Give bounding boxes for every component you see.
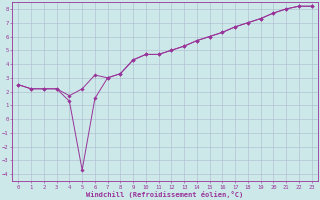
X-axis label: Windchill (Refroidissement éolien,°C): Windchill (Refroidissement éolien,°C) xyxy=(86,191,244,198)
